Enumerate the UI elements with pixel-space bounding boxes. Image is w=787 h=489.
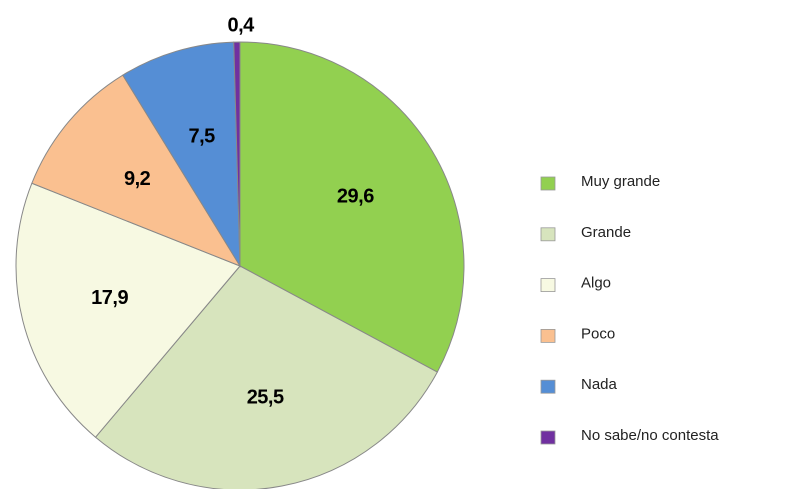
pie-slice xyxy=(15,182,241,438)
legend-label: Algo xyxy=(581,275,611,292)
legend-label: Muy grande xyxy=(581,173,660,190)
legend-swatch xyxy=(540,227,556,242)
legend-swatch xyxy=(540,328,556,343)
legend-label: Poco xyxy=(581,325,615,342)
legend-swatch xyxy=(540,176,556,191)
pie-slice xyxy=(233,41,241,267)
pie-slice xyxy=(94,265,438,489)
pie-slice xyxy=(31,74,242,268)
pie-slice xyxy=(239,41,465,373)
legend-label: Nada xyxy=(581,376,618,393)
value-label: 25,5 xyxy=(247,386,284,408)
legend-label: Grande xyxy=(581,224,631,241)
value-label: 9,2 xyxy=(124,168,151,190)
legend-swatch xyxy=(540,379,556,394)
value-label: 29,6 xyxy=(337,185,374,207)
value-label: 7,5 xyxy=(188,125,215,147)
value-label: 0,4 xyxy=(227,14,255,36)
legend-swatch xyxy=(540,430,556,445)
value-label: 17,9 xyxy=(91,287,128,309)
legend-label: No sabe/no contesta xyxy=(581,427,719,444)
pie-slice xyxy=(122,41,241,268)
legend-swatch xyxy=(540,278,556,293)
